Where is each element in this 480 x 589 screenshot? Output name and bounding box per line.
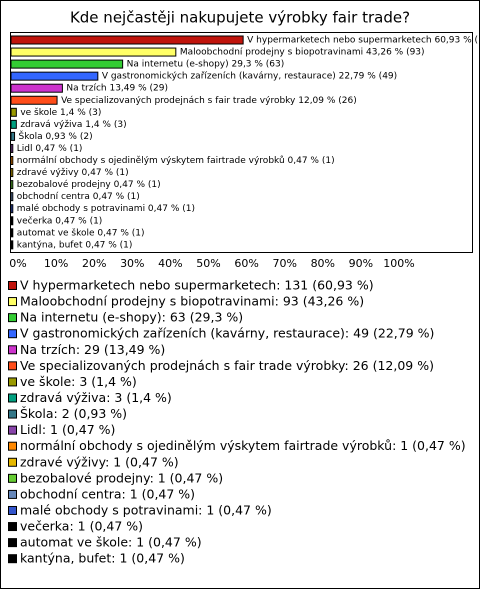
x-tick-label: 20% [82, 257, 106, 270]
chart-title: Kde nejčastěji nakupujete výrobky fair t… [70, 9, 410, 27]
legend-swatch [8, 457, 17, 467]
x-tick-label: 70% [272, 257, 296, 270]
bar-label: obchodní centra 0,47 % (1) [17, 192, 140, 202]
x-tick-label: 30% [120, 257, 144, 270]
bar-label: zdravé výživy 0,47 % (1) [17, 167, 129, 178]
legend-swatch [8, 313, 17, 323]
bar [10, 131, 16, 141]
legend-label: večerka: 1 (0,47 %) [20, 519, 143, 534]
bar-label: zdravá výživa 1,4 % (3) [20, 120, 126, 130]
legend-swatch [8, 281, 17, 290]
bar [10, 240, 14, 250]
legend-swatch [8, 393, 17, 403]
x-tick-label: 50% [196, 257, 220, 270]
legend-swatch [8, 441, 17, 451]
bar [10, 95, 58, 105]
bar-label: V hypermarketech nebo supermarketech 60,… [247, 36, 480, 46]
bar-label: Na internetu (e-shopy) 29,3 % (63) [127, 60, 285, 70]
legend-swatch [8, 329, 17, 339]
legend-swatch [8, 361, 17, 371]
x-tick-label: 40% [158, 257, 182, 270]
bar-label: Maloobchodní prodejny s biopotravinami 4… [180, 48, 425, 58]
legend-swatch [8, 522, 17, 532]
bar-label: Lidl 0,47 % (1) [17, 144, 83, 154]
x-tick-label: 80% [311, 257, 335, 270]
legend-swatch [8, 377, 17, 387]
bar [10, 59, 124, 69]
legend-swatch [8, 473, 17, 483]
x-tick-label: 90% [349, 257, 373, 270]
bar-label: ve škole 1,4 % (3) [20, 107, 101, 118]
legend-label: Na internetu (e-shopy): 63 (29,3 %) [20, 310, 243, 325]
plot-frame [10, 32, 473, 253]
legend-swatch [8, 297, 17, 307]
bar [10, 83, 63, 93]
bar [10, 143, 14, 153]
legend-label: Lidl: 1 (0,47 %) [20, 422, 115, 437]
legend-label: Maloobchodní prodejny s biopotravinami: … [20, 294, 364, 309]
legend-label: kantýna, bufet: 1 (0,47 %) [20, 551, 185, 566]
bar [10, 180, 14, 190]
legend-label: Ve specializovaných prodejnách s fair tr… [20, 358, 434, 373]
bar-label: Škola 0,93 % (2) [19, 130, 93, 142]
bar-label: malé obchody s potravinami 0,47 % (1) [17, 203, 195, 214]
bar-label: automat ve škole 0,47 % (1) [17, 227, 145, 238]
legend-label: bezobalové prodejny: 1 (0,47 %) [20, 470, 223, 485]
bar-label: Ve specializovaných prodejnách s fair tr… [61, 96, 357, 106]
legend-label: normální obchody s ojedinělým výskytem f… [20, 438, 466, 453]
legend-label: automat ve škole: 1 (0,47 %) [20, 535, 202, 550]
bar [10, 228, 14, 238]
legend-swatch [8, 489, 17, 499]
legend-label: zdravé výživy: 1 (0,47 %) [20, 454, 179, 469]
legend-swatch [8, 505, 17, 515]
bar [10, 204, 14, 214]
bar [10, 119, 17, 129]
x-tick-label: 0% [9, 257, 26, 270]
legend-label: malé obchody s potravinami: 1 (0,47 %) [20, 502, 272, 517]
legend-swatch [8, 538, 17, 548]
bar [10, 216, 14, 226]
legend-label: V hypermarketech nebo supermarketech: 13… [20, 278, 374, 293]
legend-swatch [8, 409, 17, 419]
bar [10, 168, 14, 178]
bar-label: večerka 0,47 % (1) [17, 215, 103, 226]
legend-label: V gastronomických zařízeních (kavárny, r… [20, 326, 434, 341]
legend-label: zdravá výživa: 3 (1,4 %) [20, 390, 172, 405]
x-tick-label: 100% [383, 257, 414, 270]
legend-label: ve škole: 3 (1,4 %) [20, 374, 137, 389]
bar [10, 107, 17, 117]
bar [10, 156, 14, 165]
bar [10, 35, 244, 45]
x-tick-label: 10% [44, 257, 68, 270]
bar-label: Na trzích 13,49 % (29) [66, 84, 168, 94]
bar [10, 71, 99, 81]
bar-label: bezobalové prodejny 0,47 % (1) [17, 179, 161, 190]
legend-label: Škola: 2 (0,93 %) [20, 406, 127, 421]
bar [10, 47, 177, 57]
bar-label: kantýna, bufet 0,47 % (1) [17, 240, 133, 250]
bar [10, 192, 14, 202]
legend-swatch [8, 425, 17, 435]
x-tick-label: 60% [234, 257, 258, 270]
legend-label: obchodní centra: 1 (0,47 %) [20, 486, 195, 501]
legend-swatch [8, 554, 17, 564]
legend-label: Na trzích: 29 (13,49 %) [20, 342, 165, 357]
bar-label: normální obchody s ojedinělým výskytem f… [17, 155, 335, 166]
legend-swatch [8, 345, 17, 355]
bar-label: V gastronomických zařízeních (kavárny, r… [102, 72, 397, 82]
